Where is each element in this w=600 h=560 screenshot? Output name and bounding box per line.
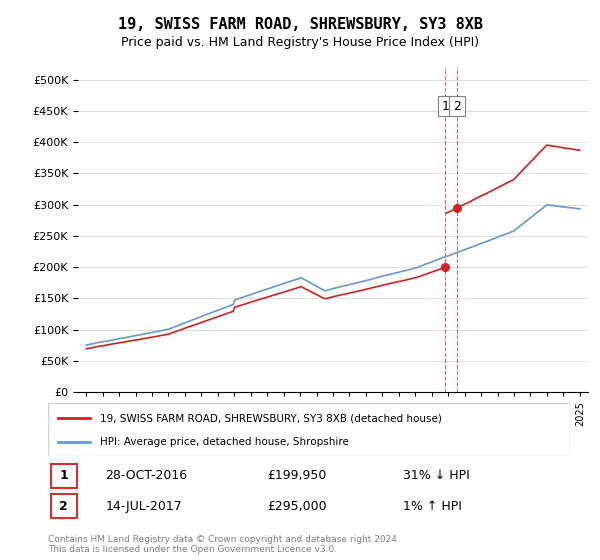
Point — [440, 263, 450, 272]
Text: 19, SWISS FARM ROAD, SHREWSBURY, SY3 8XB (detached house): 19, SWISS FARM ROAD, SHREWSBURY, SY3 8XB… — [100, 413, 442, 423]
Text: 28-OCT-2016: 28-OCT-2016 — [106, 469, 188, 483]
Text: 14-JUL-2017: 14-JUL-2017 — [106, 500, 182, 513]
Text: Contains HM Land Registry data © Crown copyright and database right 2024.
This d: Contains HM Land Registry data © Crown c… — [48, 535, 400, 554]
Text: 2: 2 — [59, 500, 68, 513]
Text: HPI: Average price, detached house, Shropshire: HPI: Average price, detached house, Shro… — [100, 436, 349, 446]
Point — [452, 203, 462, 212]
FancyBboxPatch shape — [48, 403, 570, 456]
Text: 31% ↓ HPI: 31% ↓ HPI — [403, 469, 470, 483]
Text: Price paid vs. HM Land Registry's House Price Index (HPI): Price paid vs. HM Land Registry's House … — [121, 36, 479, 49]
Text: £295,000: £295,000 — [267, 500, 327, 513]
Text: 1: 1 — [442, 100, 449, 113]
Text: 19, SWISS FARM ROAD, SHREWSBURY, SY3 8XB: 19, SWISS FARM ROAD, SHREWSBURY, SY3 8XB — [118, 17, 482, 32]
Text: 1: 1 — [59, 469, 68, 483]
FancyBboxPatch shape — [50, 494, 77, 519]
FancyBboxPatch shape — [50, 464, 77, 488]
Text: £199,950: £199,950 — [267, 469, 326, 483]
Text: 1% ↑ HPI: 1% ↑ HPI — [403, 500, 462, 513]
Text: 2: 2 — [453, 100, 461, 113]
